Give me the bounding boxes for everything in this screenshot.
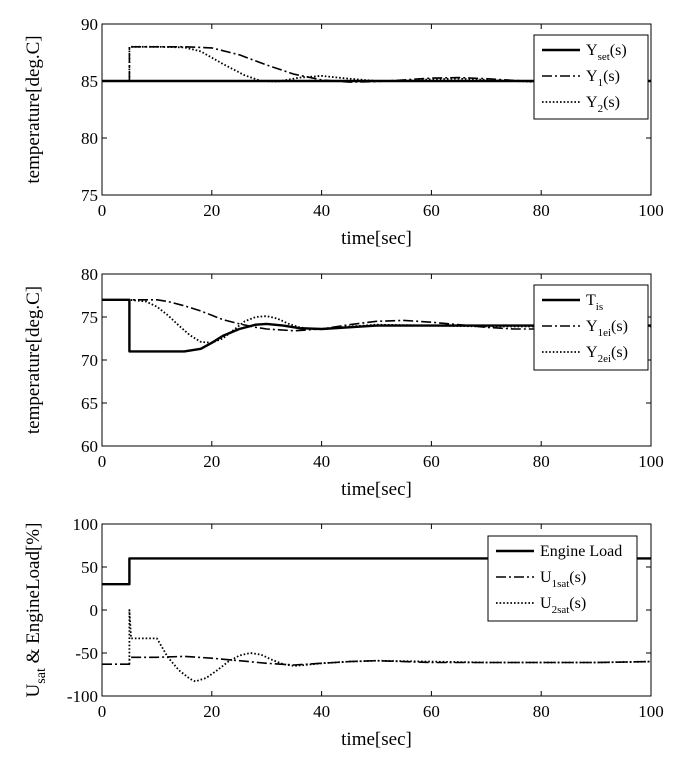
x-tick-label: 60 [423,702,440,721]
y-tick-label: 85 [81,72,98,91]
legend: Engine Load U1sat(s) U2sat(s) [487,535,638,622]
x-tick-label: 100 [638,702,664,721]
x-tick-label: 20 [203,702,220,721]
y-tick-label: 80 [81,129,98,148]
y-axis-label: temperature[deg.C] [23,286,44,434]
x-tick-label: 60 [423,452,440,471]
y-tick-label: -100 [67,687,98,706]
x-axis-label: time[sec] [341,228,412,249]
legend: Tis Y1ei(s) Y2ei(s) [533,284,649,371]
y-tick-label: 100 [73,515,99,534]
x-tick-label: 40 [313,702,330,721]
legend-entry-1: Yset(s) [586,42,627,63]
x-tick-label: 40 [313,452,330,471]
legend-entry-1: Engine Load [540,543,622,560]
x-tick-label: 100 [638,201,664,220]
legend-entry-2: Y1ei(s) [586,318,628,339]
chart-panel-3: 0 20 40 60 80 100 -100 -50 0 50 100 time[sec] Usat &… [23,515,664,750]
x-tick-label: 80 [533,201,550,220]
legend-entry-2: Y1(s) [586,68,620,89]
y-tick-label: 0 [90,601,99,620]
legend: Yset(s) Y1(s) Y2(s) [533,34,649,120]
x-tick-label: 20 [203,201,220,220]
y-tick-label: 75 [81,186,98,205]
y-tick-label: 75 [81,308,98,327]
legend-entry-3: Y2(s) [586,94,620,115]
x-tick-label: 40 [313,201,330,220]
x-tick-label: 80 [533,702,550,721]
y-tick-label: 70 [81,351,98,370]
series-line-3 [128,609,651,683]
legend-entry-3: Y2ei(s) [586,344,628,365]
x-tick-label: 0 [98,452,107,471]
chart-panel-1: 0 20 40 60 80 100 75 80 85 90 time[sec] temperature… [23,15,664,249]
x-tick-label: 60 [423,201,440,220]
legend-entry-1: Tis [586,292,603,313]
y-tick-label: 80 [81,265,98,284]
x-tick-label: 0 [98,702,107,721]
series-line-2 [102,298,651,332]
y-tick-label: -50 [75,644,98,663]
y-axis-label: temperature[deg.C] [23,35,44,183]
series-line-1 [102,298,651,353]
y-tick-label: 90 [81,15,98,34]
x-tick-label: 80 [533,452,550,471]
y-tick-label: 65 [81,394,98,413]
axes-box [101,23,652,196]
x-axis-label: time[sec] [341,729,412,750]
series-line-3 [102,298,651,344]
legend-entry-2: U1sat(s) [540,569,586,590]
y-tick-label: 50 [81,558,98,577]
x-tick-label: 0 [98,201,107,220]
legend-entry-3: U2sat(s) [540,595,586,616]
y-tick-label: 60 [81,437,98,456]
x-axis-label: time[sec] [341,479,412,500]
series-line-2 [102,655,651,666]
x-tick-label: 20 [203,452,220,471]
x-tick-label: 100 [638,452,664,471]
series-line-1 [102,557,651,586]
chart-panel-2: 0 20 40 60 80 100 60 65 70 75 80 time[sec] temperatu… [23,265,664,500]
y-axis-label: Usat & EngineLoad[%] [23,523,49,698]
